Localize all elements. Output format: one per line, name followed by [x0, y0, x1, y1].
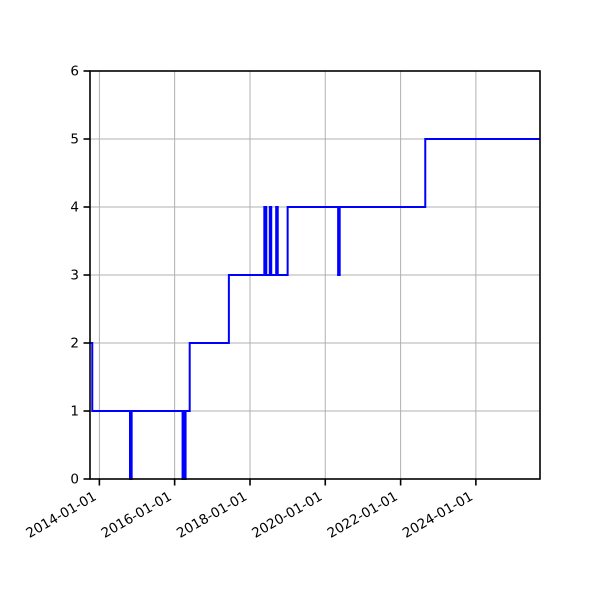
- x-tick-label: 2022-01-01: [325, 489, 401, 542]
- y-tick-label: 2: [70, 336, 79, 352]
- x-tick-label: 2020-01-01: [249, 489, 325, 542]
- y-tick-label: 6: [70, 64, 79, 80]
- data-line: [90, 138, 540, 480]
- x-tick-label: 2014-01-01: [23, 489, 99, 542]
- y-tick-label: 3: [70, 268, 79, 284]
- y-tick-label: 5: [70, 132, 79, 148]
- y-tick-label: 0: [70, 472, 79, 488]
- x-tick-label: 2018-01-01: [174, 489, 250, 542]
- y-tick-label: 4: [70, 200, 79, 216]
- y-tick-label: 1: [70, 404, 79, 420]
- x-tick-label: 2016-01-01: [99, 489, 175, 542]
- x-tick-label: 2024-01-01: [400, 489, 476, 542]
